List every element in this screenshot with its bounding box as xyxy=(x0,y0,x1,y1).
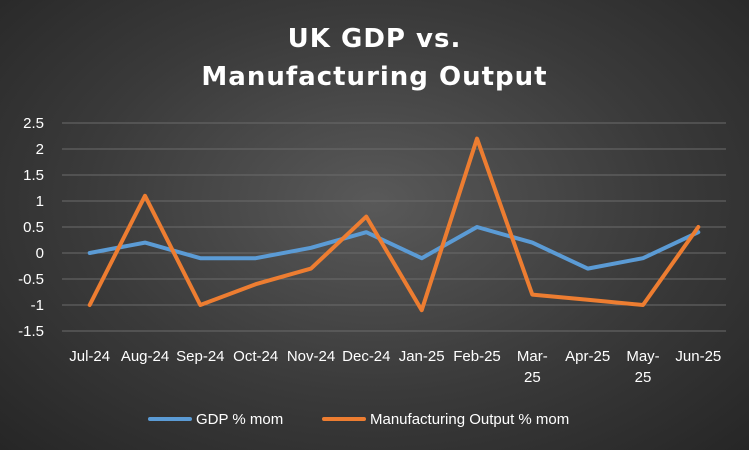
x-tick-label: Mar-25 xyxy=(517,348,548,386)
y-tick-label: -1 xyxy=(31,297,44,314)
x-tick-label: Jan-25 xyxy=(399,348,445,365)
y-tick-label: 0 xyxy=(36,245,44,262)
x-tick-label: May-25 xyxy=(626,348,659,386)
y-axis-ticks: 2.5 2 1.5 1 0.5 0 -0.5 -1 -1.5 xyxy=(18,115,44,340)
x-tick-label: Feb-25 xyxy=(453,348,501,365)
chart-title-line-2: Manufacturing Output xyxy=(201,62,547,92)
x-tick-label: Oct-24 xyxy=(233,348,278,365)
y-tick-label: 1 xyxy=(36,193,44,210)
x-tick-label: Jun-25 xyxy=(675,348,721,365)
chart-title-line-1: UK GDP vs. xyxy=(288,24,462,54)
x-tick-label: Jul-24 xyxy=(69,348,110,365)
y-tick-label: 2.5 xyxy=(23,115,44,132)
y-tick-label: 2 xyxy=(36,141,44,158)
x-tick-label: Dec-24 xyxy=(342,348,390,365)
x-tick-label: Aug-24 xyxy=(121,348,169,365)
y-tick-label: 1.5 xyxy=(23,167,44,184)
series-line-2 xyxy=(87,136,701,313)
y-tick-label: -1.5 xyxy=(18,323,44,340)
y-tick-label: -0.5 xyxy=(18,271,44,288)
y-tick-label: 0.5 xyxy=(23,219,44,236)
legend-label-2: Manufacturing Output % mom xyxy=(370,411,569,428)
x-tick-label: Sep-24 xyxy=(176,348,224,365)
legend-label-1: GDP % mom xyxy=(196,411,283,428)
x-tick-label: Apr-25 xyxy=(565,348,610,365)
series-lines xyxy=(87,136,701,313)
x-tick-label: Nov-24 xyxy=(287,348,335,365)
chart-title: UK GDP vs. Manufacturing Output xyxy=(201,24,547,92)
series-line-1 xyxy=(87,225,701,271)
legend: GDP % mom Manufacturing Output % mom xyxy=(148,411,569,428)
x-axis-ticks: Jul-24 Aug-24 Sep-24 Oct-24 Nov-24 Dec-24 Jan-… xyxy=(69,348,721,386)
